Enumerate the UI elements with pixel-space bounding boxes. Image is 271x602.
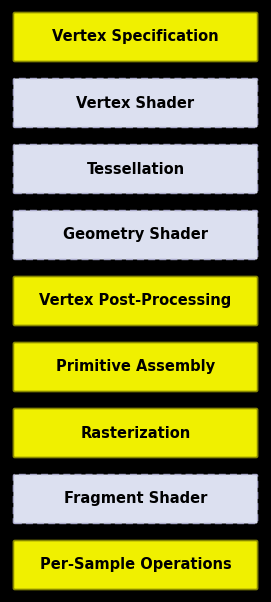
FancyBboxPatch shape: [13, 13, 258, 61]
Text: Vertex Specification: Vertex Specification: [52, 29, 219, 45]
Text: Vertex Shader: Vertex Shader: [76, 96, 195, 111]
Text: Fragment Shader: Fragment Shader: [64, 491, 207, 506]
FancyBboxPatch shape: [13, 144, 258, 193]
FancyBboxPatch shape: [13, 474, 258, 524]
Text: Primitive Assembly: Primitive Assembly: [56, 359, 215, 374]
Text: Per-Sample Operations: Per-Sample Operations: [40, 557, 231, 573]
FancyBboxPatch shape: [13, 409, 258, 458]
Text: Geometry Shader: Geometry Shader: [63, 228, 208, 243]
Text: Tessellation: Tessellation: [86, 161, 185, 176]
FancyBboxPatch shape: [13, 276, 258, 326]
Text: Rasterization: Rasterization: [80, 426, 191, 441]
Text: Vertex Post-Processing: Vertex Post-Processing: [39, 294, 232, 308]
FancyBboxPatch shape: [13, 343, 258, 391]
FancyBboxPatch shape: [13, 78, 258, 128]
FancyBboxPatch shape: [13, 541, 258, 589]
FancyBboxPatch shape: [13, 211, 258, 259]
